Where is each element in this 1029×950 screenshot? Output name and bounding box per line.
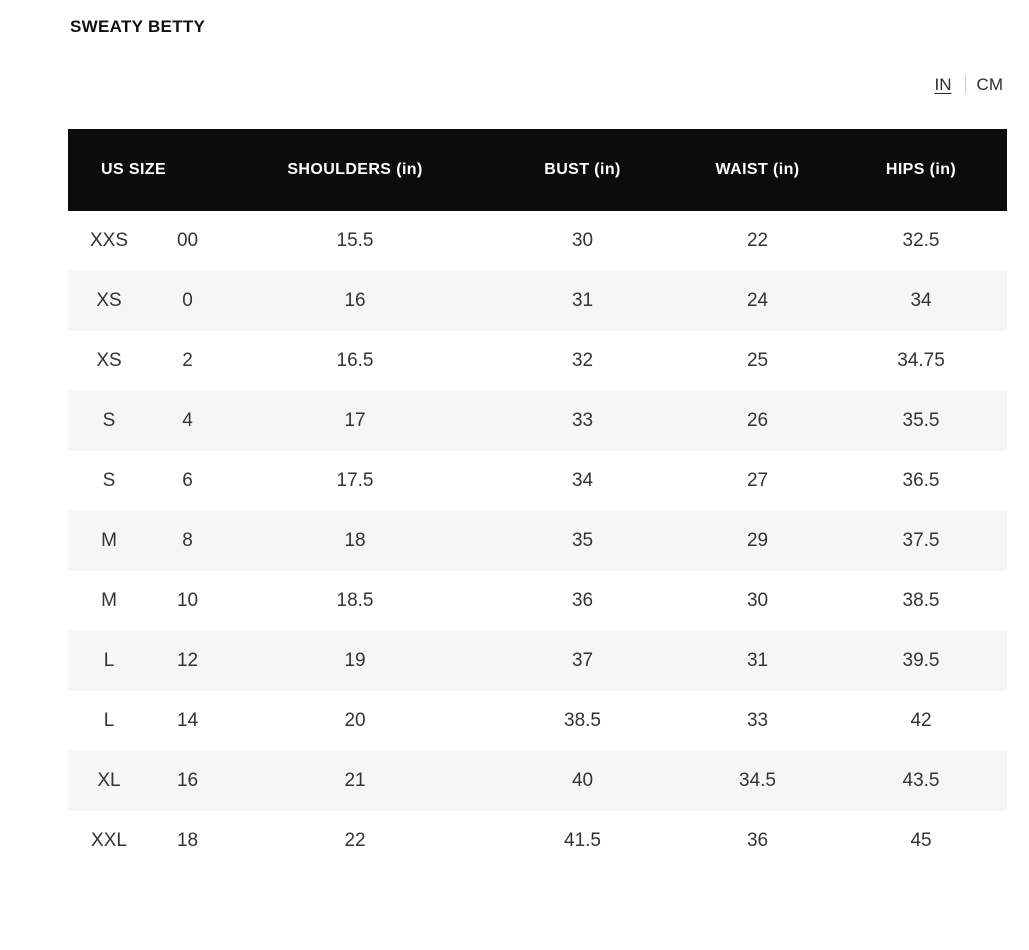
bust-value: 35 (571, 529, 594, 551)
bust-value: 33 (571, 409, 594, 431)
bust-value: 30 (571, 229, 594, 251)
size-label: M (101, 589, 117, 611)
bust-value: 36 (571, 589, 594, 611)
size-label: XS (96, 349, 122, 371)
size-label: XXS (89, 229, 129, 251)
waist-value: 25 (746, 349, 769, 371)
unit-cm-link[interactable]: CM (976, 75, 1003, 94)
size-number: 6 (182, 469, 193, 491)
shoulders-value: 22 (344, 829, 366, 851)
bust-value: 37 (571, 649, 594, 671)
table-row: XXL 18 22 41.5 36 45 (68, 810, 1008, 871)
table-row: L 12 19 37 31 39.5 (68, 630, 1008, 691)
size-chart-header: US SIZE SHOULDERS (in) BUST (in) WAIST (… (68, 128, 1008, 211)
shoulders-value: 19 (344, 649, 366, 671)
waist-value: 34.5 (739, 769, 776, 791)
shoulders-value: 18 (344, 529, 366, 551)
waist-value: 33 (746, 709, 769, 731)
table-row: S 6 17.5 34 27 36.5 (68, 450, 1008, 511)
hips-value: 36.5 (902, 469, 940, 491)
shoulders-value: 16 (344, 289, 366, 311)
size-number: 18 (176, 829, 199, 851)
hips-value: 34 (910, 289, 932, 311)
table-row: M 10 18.5 36 30 38.5 (68, 570, 1008, 631)
hips-value: 32.5 (902, 229, 940, 251)
table-row: M 8 18 35 29 37.5 (68, 510, 1008, 571)
size-label: L (103, 709, 115, 731)
bust-value: 40 (571, 769, 594, 791)
table-row: XS 0 16 31 24 34 (68, 270, 1008, 331)
size-label: M (101, 529, 117, 551)
shoulders-value: 17.5 (336, 469, 374, 491)
shoulders-value: 20 (344, 709, 366, 731)
waist-value: 24 (746, 289, 769, 311)
bust-value: 31 (571, 289, 594, 311)
hips-value: 43.5 (902, 769, 940, 791)
waist-value: 36 (746, 829, 769, 851)
size-chart-table: US SIZE SHOULDERS (in) BUST (in) WAIST (… (68, 128, 1008, 871)
bust-value: 41.5 (564, 829, 601, 851)
header-us-size: US SIZE (68, 128, 226, 211)
hips-value: 38.5 (902, 589, 940, 611)
size-label: L (103, 649, 115, 671)
bust-value: 38.5 (564, 709, 601, 731)
table-row: S 4 17 33 26 35.5 (68, 390, 1008, 451)
hips-value: 45 (910, 829, 932, 851)
shoulders-value: 16.5 (336, 349, 374, 371)
shoulders-value: 17 (344, 409, 366, 431)
size-number: 4 (182, 409, 193, 431)
shoulders-value: 15.5 (336, 229, 374, 251)
unit-in-link[interactable]: IN (934, 75, 952, 94)
size-number: 00 (176, 229, 199, 251)
size-number: 0 (182, 289, 193, 311)
shoulders-value: 21 (344, 769, 366, 791)
size-label: S (102, 409, 116, 431)
bust-value: 34 (571, 469, 594, 491)
table-row: XL 16 21 40 34.5 43.5 (68, 750, 1008, 811)
size-label: XL (97, 769, 121, 791)
waist-value: 22 (746, 229, 769, 251)
hips-value: 37.5 (902, 529, 940, 551)
hips-value: 39.5 (902, 649, 940, 671)
table-row: XS 2 16.5 32 25 34.75 (68, 330, 1008, 391)
size-label: S (102, 469, 116, 491)
size-number: 8 (182, 529, 193, 551)
table-row: XXS 00 15.5 30 22 32.5 (68, 210, 1008, 271)
size-number: 10 (176, 589, 199, 611)
unit-divider (964, 74, 966, 94)
bust-value: 32 (571, 349, 594, 371)
size-number: 12 (176, 649, 199, 671)
waist-value: 29 (746, 529, 769, 551)
page-title: SWEATY BETTY (70, 17, 206, 36)
size-number: 16 (176, 769, 199, 791)
table-row: L 14 20 38.5 33 42 (68, 690, 1008, 751)
size-label: XS (96, 289, 122, 311)
header-hips: HIPS (in) (835, 128, 1008, 211)
shoulders-value: 18.5 (336, 589, 374, 611)
size-number: 2 (182, 349, 193, 371)
hips-value: 34.75 (897, 349, 945, 371)
waist-value: 27 (746, 469, 769, 491)
waist-value: 31 (746, 649, 769, 671)
size-number: 14 (176, 709, 199, 731)
unit-toggle: IN CM (0, 74, 1003, 97)
header-shoulders: SHOULDERS (in) (225, 128, 486, 211)
hips-value: 42 (910, 709, 932, 731)
waist-value: 26 (746, 409, 769, 431)
hips-value: 35.5 (902, 409, 940, 431)
header-waist: WAIST (in) (680, 128, 836, 211)
waist-value: 30 (746, 589, 769, 611)
size-label: XXL (91, 829, 127, 851)
header-bust: BUST (in) (485, 128, 681, 211)
